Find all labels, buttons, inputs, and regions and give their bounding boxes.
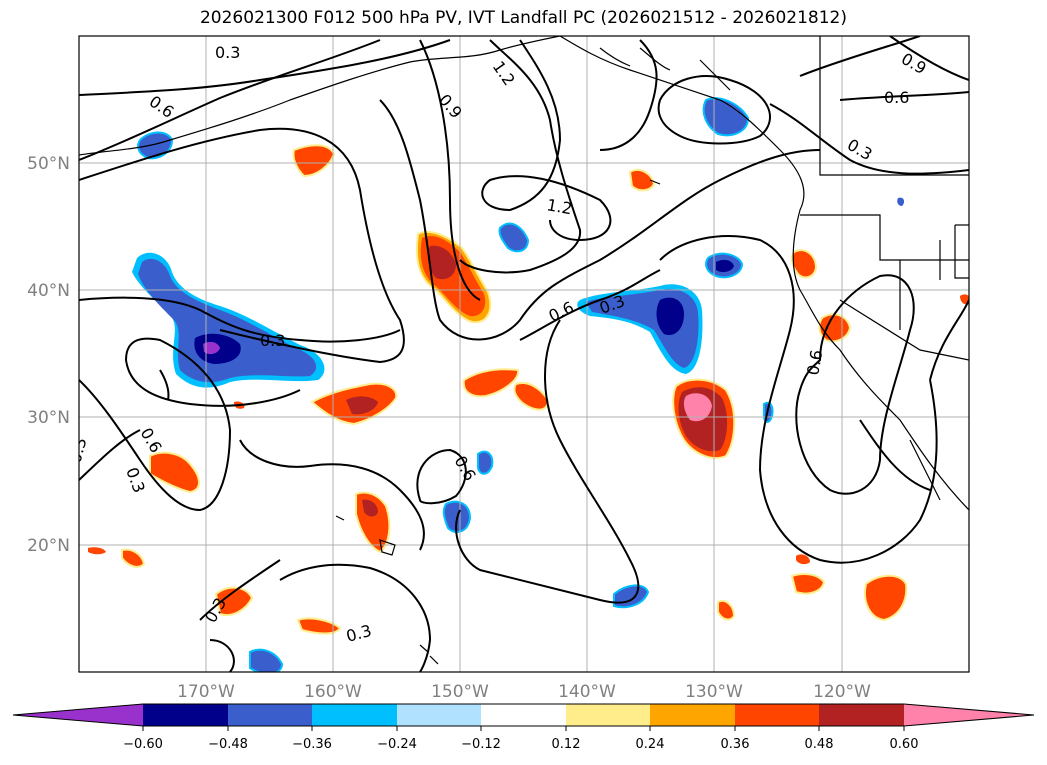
pos-area-n2 <box>628 168 656 192</box>
lat-tick-labels: 50°N 40°N 30°N 20°N <box>27 154 70 556</box>
lon-tick-label: 150°W <box>431 682 489 702</box>
pos-peak-east <box>683 393 712 422</box>
lon-tick-label: 140°W <box>558 682 616 702</box>
colorbar-segment <box>735 704 819 726</box>
neg-core-gulf <box>716 259 734 273</box>
lat-tick-label: 50°N <box>27 154 70 174</box>
contour-label: 0.3 <box>260 331 285 350</box>
positive-shading <box>88 144 969 635</box>
colorbar-ticks <box>142 726 905 731</box>
pos-area-s3 <box>717 600 736 621</box>
colorbar-tick-label: 0.48 <box>805 737 834 752</box>
lon-tick-labels: 170°W 160°W 150°W 140°W 130°W 120°W <box>177 682 871 702</box>
neg-area-interior <box>897 197 905 206</box>
colorbar-segment <box>312 704 397 726</box>
pos-core-central-north <box>428 245 456 280</box>
pos-area-coast1 <box>790 249 818 279</box>
contour-label: 0.6 <box>884 88 909 107</box>
contour-label: 1.2 <box>545 195 573 218</box>
negative-shading <box>132 97 905 672</box>
colorbar-segment <box>397 704 481 726</box>
neg-area-n <box>498 222 530 253</box>
pos-area-s2 <box>790 573 826 595</box>
pos-area-se <box>864 574 908 622</box>
pv-contours <box>79 36 969 672</box>
neg-area-west-inner <box>138 258 317 383</box>
lon-tick-label: 160°W <box>304 682 362 702</box>
pos-area-s7 <box>88 547 106 555</box>
contour-label: 0.6 <box>803 348 826 376</box>
colorbar-extend-high <box>904 704 1034 726</box>
colorbar-tick-label: −0.60 <box>123 737 163 752</box>
colorbar-tick-label: 0.60 <box>890 737 919 752</box>
neg-core-central <box>656 297 684 336</box>
lon-tick-label: 170°W <box>177 682 235 702</box>
colorbar-tick-label: 0.12 <box>552 737 581 752</box>
pos-area-s4 <box>296 617 342 635</box>
colorbar-tick-label: −0.12 <box>461 737 501 752</box>
contour-label: 0.3 <box>66 436 91 466</box>
gridlines <box>79 36 969 672</box>
lat-tick-label: 20°N <box>27 536 70 556</box>
colorbar-segment <box>228 704 312 726</box>
pos-area-w3 <box>149 451 200 494</box>
colorbar-segment <box>819 704 904 726</box>
neg-area-alaska <box>702 97 750 137</box>
colorbar-segment <box>650 704 735 726</box>
contour-label: 0.3 <box>215 43 240 62</box>
neg-area-s2 <box>477 450 494 475</box>
colorbar: −0.60 −0.48 −0.36 −0.24 −0.12 0.12 0.24 … <box>12 703 1035 752</box>
lon-tick-label: 130°W <box>685 682 743 702</box>
colorbar-tick-label: −0.24 <box>377 737 417 752</box>
colorbar-segment <box>566 704 650 726</box>
lat-tick-label: 30°N <box>27 408 70 428</box>
pos-area-s8 <box>796 554 810 565</box>
map-frame <box>78 35 970 673</box>
colorbar-tick-label: 0.24 <box>636 737 665 752</box>
pos-area-c2 <box>513 382 550 411</box>
pos-area-edge <box>960 294 969 305</box>
pos-area-c1 <box>462 368 520 398</box>
pos-area-s6 <box>121 548 146 568</box>
colorbar-segment <box>143 704 228 726</box>
pos-area-s5 <box>214 586 254 616</box>
colorbar-segment <box>481 704 566 726</box>
neg-area-bering <box>137 131 174 160</box>
lon-tick-label: 120°W <box>813 682 871 702</box>
colorbar-tick-label: 0.36 <box>721 737 750 752</box>
map-title: 2026021300 F012 500 hPa PV, IVT Landfall… <box>199 8 847 28</box>
coastlines <box>79 36 969 665</box>
colorbar-tick-label: −0.36 <box>292 737 332 752</box>
lat-tick-label: 40°N <box>27 281 70 301</box>
neg-peak-west <box>203 341 220 355</box>
pos-core-s1 <box>362 499 378 517</box>
colorbar-extend-low <box>13 704 143 726</box>
pos-core-w2 <box>346 396 378 415</box>
colorbar-tick-label: −0.48 <box>208 737 248 752</box>
